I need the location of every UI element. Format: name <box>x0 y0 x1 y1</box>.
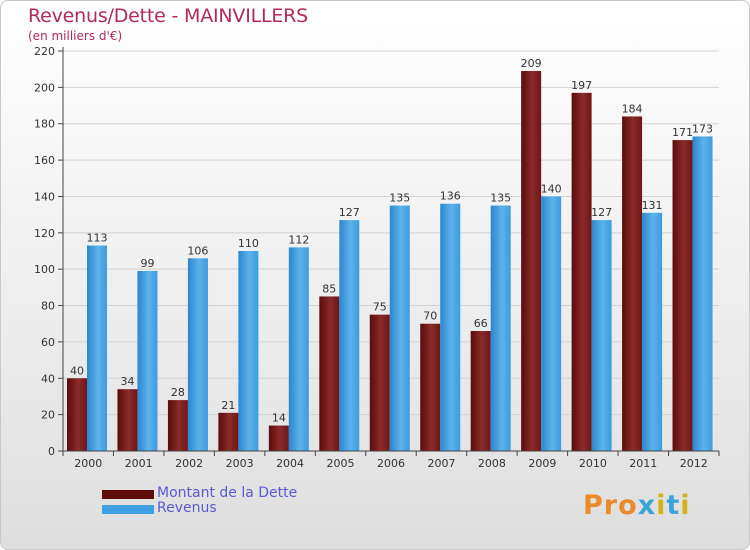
bar-value-label: 40 <box>70 364 84 377</box>
bar-value-label: 171 <box>672 126 693 139</box>
bar-revenus <box>87 245 107 451</box>
logo-letter: t <box>666 490 681 521</box>
bar-value-label: 209 <box>521 57 542 70</box>
bar-value-label: 99 <box>140 257 154 270</box>
bar-value-label: 136 <box>440 190 461 203</box>
x-tick-label: 2009 <box>528 457 556 470</box>
y-tick-label: 0 <box>48 445 55 458</box>
x-tick-label: 2002 <box>175 457 203 470</box>
bar-dette <box>117 389 138 451</box>
bar-dette <box>67 378 87 451</box>
y-tick-label: 20 <box>41 409 55 422</box>
logo-letter: o <box>618 490 638 521</box>
chart-subtitle: (en milliers d'€) <box>28 29 123 43</box>
x-tick-label: 2001 <box>125 457 153 470</box>
bars <box>67 71 713 452</box>
legend-label-dette: Montant de la Dette <box>157 485 298 501</box>
x-tick-label: 2003 <box>226 457 254 470</box>
bar-revenus <box>187 258 208 451</box>
bar-value-label: 70 <box>423 310 437 323</box>
bar-revenus <box>490 205 511 451</box>
bar-revenus <box>692 136 713 452</box>
bar-value-label: 14 <box>272 412 286 425</box>
bar-value-label: 75 <box>373 301 387 314</box>
bar-value-label: 131 <box>642 199 663 212</box>
legend-swatch-dette <box>102 490 154 499</box>
bar-value-label: 21 <box>221 399 235 412</box>
bar-value-label: 140 <box>541 182 562 195</box>
y-tick-label: 100 <box>34 263 55 276</box>
bar-dette <box>319 296 340 451</box>
legend-label-revenus: Revenus <box>157 500 217 516</box>
bar-value-label: 197 <box>571 79 592 92</box>
bar-dette <box>369 314 390 451</box>
bar-revenus <box>339 220 360 451</box>
y-axis-ticks: 0 20 40 60 80 100 120 140 160 180 200 220 <box>34 45 63 458</box>
y-tick-label: 200 <box>34 81 55 94</box>
y-tick-label: 160 <box>34 154 55 167</box>
logo-letter: x <box>637 490 657 521</box>
bar-value-label: 110 <box>238 237 259 250</box>
y-tick-label: 180 <box>34 118 55 131</box>
x-tick-label: 2006 <box>377 457 405 470</box>
legend-swatch-revenus <box>102 505 154 514</box>
bar-dette <box>571 92 592 452</box>
x-tick-label: 2008 <box>478 457 506 470</box>
x-tick-label: 2012 <box>680 457 708 470</box>
bar-value-label: 127 <box>591 206 612 219</box>
x-tick-label: 2011 <box>629 457 657 470</box>
logo-letter: i <box>656 490 667 521</box>
bar-value-label: 106 <box>187 244 208 257</box>
y-tick-label: 120 <box>34 227 55 240</box>
bar-dette <box>268 425 289 451</box>
y-tick-label: 60 <box>41 336 55 349</box>
bar-value-label: 135 <box>389 192 410 205</box>
bar-dette <box>672 140 693 451</box>
bar-dette <box>521 71 542 451</box>
x-tick-label: 2004 <box>276 457 304 470</box>
x-tick-label: 2000 <box>74 457 102 470</box>
bar-value-label: 173 <box>692 122 713 135</box>
bar-revenus <box>288 247 309 451</box>
x-axis-ticks: 2000 2001 2002 2003 2004 2005 2006 2007 2008 2009… <box>62 451 720 470</box>
bar-value-labels: 40 113 34 99 28 106 21 110 14 112 85 127 75 135 70 136 6… <box>70 57 713 425</box>
logo-letter: P <box>583 490 604 521</box>
bar-value-label: 28 <box>171 386 185 399</box>
bar-revenus <box>541 196 562 451</box>
bar-revenus <box>137 271 158 451</box>
bar-dette <box>167 400 188 451</box>
bar-revenus <box>642 212 663 451</box>
x-tick-label: 2007 <box>427 457 455 470</box>
y-tick-label: 220 <box>34 45 55 58</box>
bar-dette <box>218 412 239 451</box>
bar-revenus <box>440 203 461 451</box>
bar-revenus <box>389 205 410 451</box>
bar-revenus <box>591 220 612 451</box>
proxiti-logo: Proxiti <box>583 490 691 521</box>
bar-value-label: 34 <box>120 375 134 388</box>
bar-value-label: 184 <box>622 102 643 115</box>
logo-letter: r <box>603 490 619 521</box>
bar-dette <box>420 323 441 451</box>
bar-value-label: 113 <box>87 232 108 245</box>
bar-dette <box>622 116 643 452</box>
x-tick-label: 2005 <box>327 457 355 470</box>
bar-value-label: 66 <box>474 317 488 330</box>
y-tick-label: 40 <box>41 372 55 385</box>
bar-value-label: 85 <box>322 282 336 295</box>
bar-dette <box>470 331 491 451</box>
bar-value-label: 127 <box>339 206 360 219</box>
bar-value-label: 112 <box>288 233 309 246</box>
y-tick-label: 140 <box>34 190 55 203</box>
x-tick-label: 2010 <box>579 457 607 470</box>
chart-title: Revenus/Dette - MAINVILLERS <box>28 5 309 27</box>
y-tick-label: 80 <box>41 300 55 313</box>
bar-value-label: 135 <box>490 192 511 205</box>
bar-revenus <box>238 251 259 451</box>
logo-letter: i <box>680 490 691 521</box>
